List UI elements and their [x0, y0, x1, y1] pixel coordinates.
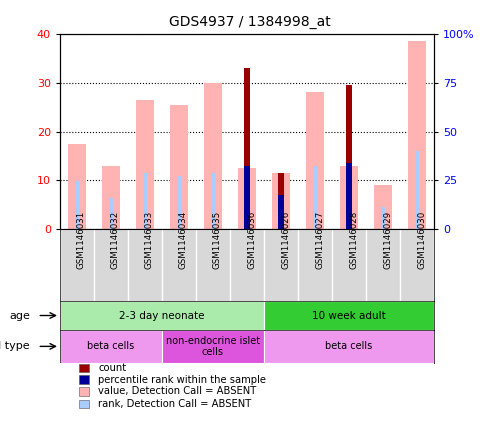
Bar	[346, 163, 352, 229]
Text: beta cells: beta cells	[87, 341, 135, 352]
Bar	[79, 376, 89, 384]
Bar	[271, 173, 290, 229]
Bar	[67, 144, 86, 229]
Bar	[75, 181, 79, 229]
Text: count: count	[98, 363, 127, 373]
Text: GSM1146032: GSM1146032	[111, 211, 120, 269]
Text: cell type: cell type	[0, 341, 30, 352]
Bar	[170, 105, 188, 229]
Bar	[244, 166, 250, 229]
Text: GSM1146034: GSM1146034	[179, 211, 188, 269]
Text: GSM1146027: GSM1146027	[315, 211, 324, 269]
Text: GSM1146033: GSM1146033	[145, 211, 154, 269]
Bar	[264, 330, 434, 363]
Text: value, Detection Call = ABSENT: value, Detection Call = ABSENT	[98, 386, 256, 396]
Bar	[79, 364, 89, 372]
Bar	[244, 68, 250, 229]
Bar	[313, 166, 317, 229]
Text: 10 week adult: 10 week adult	[312, 310, 386, 321]
Bar	[408, 41, 427, 229]
Bar	[245, 168, 249, 229]
Bar	[381, 207, 385, 229]
Text: GSM1146026: GSM1146026	[281, 211, 290, 269]
Text: GSM1146030: GSM1146030	[417, 211, 426, 269]
Bar	[374, 185, 392, 229]
Bar	[264, 301, 434, 330]
Text: GSM1146036: GSM1146036	[247, 211, 256, 269]
Text: GSM1146031: GSM1146031	[77, 211, 86, 269]
Text: percentile rank within the sample: percentile rank within the sample	[98, 374, 266, 385]
Bar	[60, 301, 264, 330]
Bar	[278, 173, 284, 229]
Bar	[162, 330, 264, 363]
Text: beta cells: beta cells	[325, 341, 373, 352]
Bar	[177, 176, 181, 229]
Bar	[347, 163, 351, 229]
Bar	[340, 166, 358, 229]
Bar	[211, 173, 215, 229]
Bar	[278, 195, 284, 229]
Bar	[136, 100, 154, 229]
Bar	[306, 93, 324, 229]
Text: rank, Detection Call = ABSENT: rank, Detection Call = ABSENT	[98, 399, 251, 409]
Text: age: age	[9, 310, 30, 321]
Bar	[60, 330, 162, 363]
Bar	[415, 151, 419, 229]
Bar	[102, 166, 120, 229]
Bar	[79, 400, 89, 408]
Text: GDS4937 / 1384998_at: GDS4937 / 1384998_at	[169, 15, 330, 29]
Bar	[204, 83, 223, 229]
Text: GSM1146029: GSM1146029	[383, 211, 392, 269]
Text: GSM1146028: GSM1146028	[349, 211, 358, 269]
Bar	[238, 168, 256, 229]
Bar	[346, 85, 352, 229]
Text: 2-3 day neonate: 2-3 day neonate	[119, 310, 205, 321]
Text: non-endocrine islet
cells: non-endocrine islet cells	[166, 335, 260, 357]
Bar	[109, 198, 113, 229]
Bar	[79, 387, 89, 396]
Bar	[143, 173, 147, 229]
Text: GSM1146035: GSM1146035	[213, 211, 222, 269]
